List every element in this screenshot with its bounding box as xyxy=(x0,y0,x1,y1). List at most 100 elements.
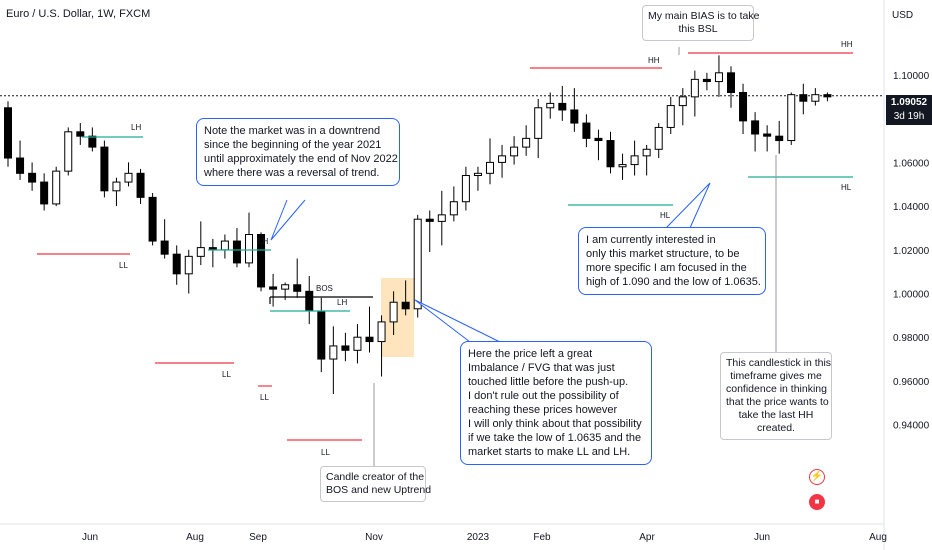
chart-title: Euro / U.S. Dollar, 1W, FXCM xyxy=(6,8,151,20)
candle-body xyxy=(751,120,760,135)
y-tick-label: 0.98000 xyxy=(893,333,930,344)
candle-body xyxy=(64,131,73,172)
note-line: Imbalance / FVG that was just xyxy=(468,362,615,374)
bias-note[interactable]: My main BIAS is to take this BSL xyxy=(642,5,760,41)
y-tick-label: 0.94000 xyxy=(893,421,930,432)
candle-body xyxy=(787,94,796,142)
candle-body xyxy=(281,284,290,290)
candle-body xyxy=(486,161,494,174)
label-ll-1: LL xyxy=(119,261,128,270)
us-flag-icon[interactable]: ■ xyxy=(809,494,825,510)
candle-body xyxy=(666,105,675,128)
candle-body xyxy=(618,164,627,168)
interest-note[interactable]: I am currently interested in only this m… xyxy=(578,227,766,295)
note-line: timeframe gives me xyxy=(730,370,822,382)
note-line: I am currently interested in xyxy=(586,234,716,246)
candle-body xyxy=(257,234,266,288)
y-tick-label: 1.04000 xyxy=(893,202,930,213)
x-tick-label: Apr xyxy=(639,532,655,543)
candle-body xyxy=(461,175,470,203)
candle-body xyxy=(558,102,567,111)
note-line: high of 1.090 and the low of 1.0635. xyxy=(586,276,761,288)
candle-body xyxy=(811,94,820,102)
note-line: confidence in thinking xyxy=(726,383,827,395)
callout-pointers xyxy=(270,182,711,343)
candle-creator-note[interactable]: Candle creator of the BOS and new Uptren… xyxy=(320,466,431,502)
note-line: more specific I am focused in the xyxy=(586,262,747,274)
x-tick-label: 2023 xyxy=(467,532,490,543)
y-tick-label: 1.06000 xyxy=(893,158,930,169)
candle-body xyxy=(4,107,12,159)
structure-labels: LH LL LH LL BOS LH LL LL HH HL HH HL xyxy=(119,40,853,457)
candle-body xyxy=(401,301,410,310)
candle-body xyxy=(473,172,482,177)
note-line: Note the market was in a downtrend xyxy=(204,125,381,137)
downtrend-pointer xyxy=(270,199,306,241)
candle-body xyxy=(498,155,507,163)
candlestick-note[interactable]: This candlestick in this timeframe gives… xyxy=(720,352,832,440)
candle-body xyxy=(293,284,302,292)
candle-body xyxy=(220,240,229,251)
candle-body xyxy=(40,181,49,205)
x-tick-label: Nov xyxy=(365,532,383,543)
candle-body xyxy=(196,247,205,257)
candle-body xyxy=(76,131,85,137)
note-line: take the last HH xyxy=(738,409,814,421)
label-ll-4: LL xyxy=(321,448,330,457)
label-ll-2: LL xyxy=(222,370,231,379)
bar-countdown: 3d 19h xyxy=(893,111,925,122)
currency-label[interactable]: USD xyxy=(892,10,914,21)
x-tick-label: Aug xyxy=(186,532,204,543)
note-line: if we take the low of 1.0635 and the xyxy=(468,432,642,444)
note-line: Candle creator of the xyxy=(326,471,425,483)
note-line: market starts to make LL and LH. xyxy=(468,446,631,458)
candle-body xyxy=(184,255,193,275)
x-tick-label: Sep xyxy=(249,532,267,543)
x-tick-label: Feb xyxy=(533,532,551,543)
note-line: this BSL xyxy=(678,23,718,35)
candle-body xyxy=(799,94,808,102)
downtrend-note[interactable]: Note the market was in a downtrend since… xyxy=(196,118,400,186)
label-ll-3: LL xyxy=(260,393,269,402)
candle-body xyxy=(678,96,687,107)
candle-body xyxy=(88,135,97,148)
structure-lines xyxy=(37,52,853,441)
note-line: This candlestick in this xyxy=(726,357,832,369)
candle-body xyxy=(16,157,25,174)
x-tick-label: Aug xyxy=(869,532,887,543)
candle-body xyxy=(124,172,133,183)
candle-body xyxy=(775,135,784,142)
interest-pointer xyxy=(665,182,711,229)
candle-body xyxy=(823,94,832,98)
candle-body xyxy=(148,196,157,242)
label-lh-1: LH xyxy=(131,123,141,132)
x-tick-label: Jun xyxy=(754,532,770,543)
lightning-icon[interactable]: ⚡ xyxy=(809,469,825,485)
candle-body xyxy=(606,140,615,168)
candle-body xyxy=(522,137,531,148)
x-axis-ticks: Jun Aug Sep Nov 2023 Feb Apr Jun Aug xyxy=(82,532,887,543)
y-tick-label: 1.02000 xyxy=(893,246,930,257)
candle-body xyxy=(377,321,386,343)
candle-body xyxy=(269,286,278,290)
note-line: touched little before the push-up. xyxy=(468,376,629,388)
candle-body xyxy=(365,336,374,343)
y-tick-label: 1.10000 xyxy=(893,71,930,82)
imbalance-pointer xyxy=(414,299,501,343)
label-lh-2: LH xyxy=(258,237,268,246)
note-line: only this market structure, to be xyxy=(586,248,740,260)
candle-body xyxy=(739,91,748,122)
candle-body xyxy=(727,72,735,93)
candle-body xyxy=(594,137,603,142)
candle-body xyxy=(449,201,458,216)
candle-body xyxy=(317,310,326,360)
note-line: where there was a reversal of trend. xyxy=(204,167,380,179)
candle-body xyxy=(425,218,434,222)
candle-body xyxy=(642,148,651,157)
candle-body xyxy=(305,290,314,312)
label-lh-3: LH xyxy=(337,298,347,307)
note-line: My main BIAS is to take xyxy=(648,10,760,22)
label-hh-1: HH xyxy=(648,56,660,65)
imbalance-note[interactable]: Here the price left a great Imbalance / … xyxy=(460,341,652,465)
